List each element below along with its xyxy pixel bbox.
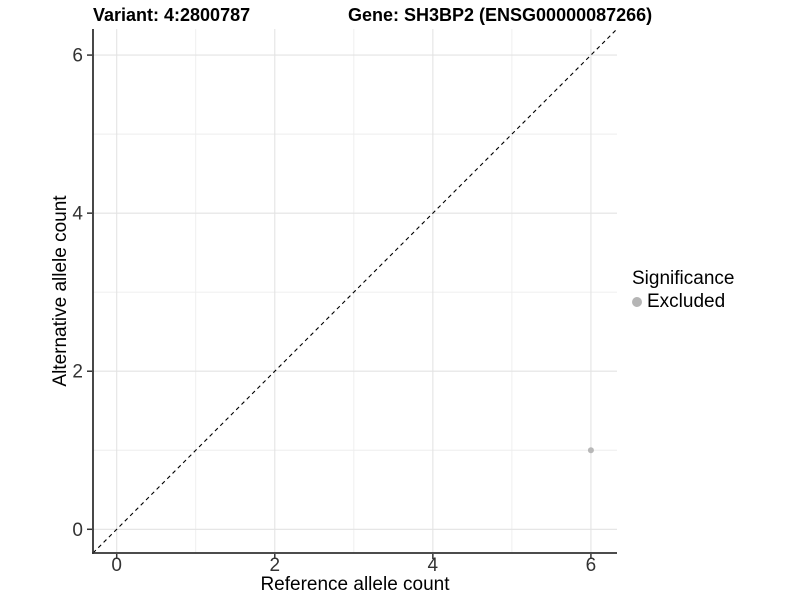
x-tick-label: 6: [586, 555, 597, 576]
legend: Significance Excluded: [632, 268, 734, 312]
y-tick-label: 0: [72, 520, 83, 541]
x-tick-label: 0: [111, 555, 122, 576]
legend-title: Significance: [632, 268, 735, 289]
plot-title-gene: Gene: SH3BP2 (ENSG00000087266): [348, 5, 653, 25]
legend-point-icon: [632, 296, 642, 307]
legend-item-label: Excluded: [647, 291, 726, 312]
x-tick-label: 2: [269, 555, 280, 576]
y-tick-label: 2: [72, 362, 83, 383]
y-tick-label: 4: [72, 204, 83, 225]
identity-line: [92, 28, 618, 554]
plot-title-variant: Variant: 4:2800787: [93, 5, 251, 25]
x-tick-label: 4: [428, 555, 439, 576]
x-axis-title: Reference allele count: [260, 574, 450, 595]
y-tick-label: 6: [72, 46, 83, 67]
y-axis-title: Alternative allele count: [50, 195, 71, 387]
legend-item: Excluded: [632, 291, 734, 312]
data-point: [587, 447, 594, 454]
